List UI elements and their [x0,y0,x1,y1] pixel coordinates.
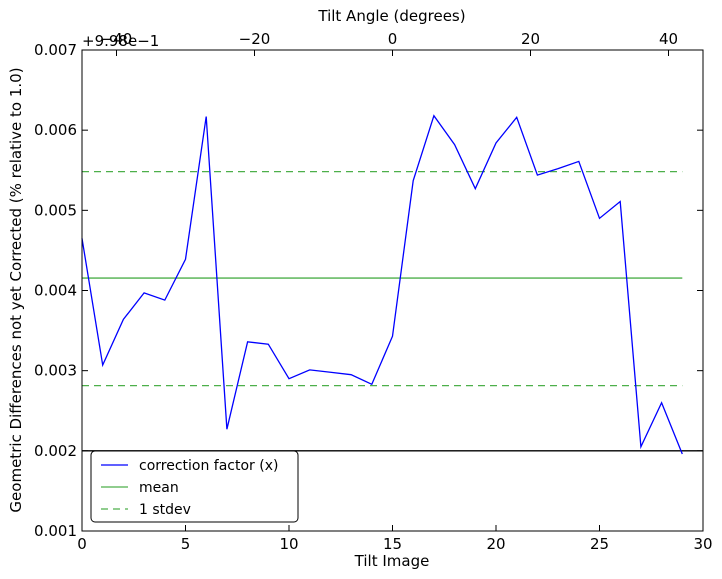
series-line-0 [81,114,683,455]
legend-label-stdev: 1 stdev [139,502,191,518]
top-tick-label: 20 [521,30,540,48]
y-tick-label: 0.001 [34,522,77,540]
top-tick-label: −20 [239,30,271,48]
axis-ticks: 0 5 10 15 20 25 30 0.001 0.002 0.003 0.004 0.005 0.0… [34,30,713,553]
legend-label-correction: correction factor (x) [139,458,278,474]
y-axis-title: Geometric Differences not yet Corrected … [7,67,25,512]
x-tick-label: 0 [77,535,87,553]
top-axis-title: Tilt Angle (degrees) [317,7,465,25]
y-tick-label: 0.006 [34,121,77,139]
y-tick-label: 0.002 [34,442,77,460]
x-axis-title: Tilt Image [354,552,430,570]
y-tick-label: 0.005 [34,201,77,219]
x-tick-label: 25 [590,535,609,553]
legend-label-mean: mean [139,480,179,496]
legend: correction factor (x) mean 1 stdev [90,450,299,523]
legend-box [90,450,299,523]
x-tick-label: 20 [486,535,505,553]
y-tick-label: 0.007 [34,41,77,59]
x-tick-label: 5 [181,535,191,553]
y-tick-label: 0.004 [34,282,77,300]
y-offset-label: +9.98e−1 [82,32,159,50]
x-tick-label: 30 [693,535,712,553]
x-tick-label: 15 [383,535,402,553]
top-tick-label: −40 [101,30,133,48]
top-tick-label: 0 [388,30,398,48]
top-tick-label: 40 [659,30,678,48]
x-tick-label: 10 [279,535,298,553]
y-tick-label: 0.003 [34,362,77,380]
